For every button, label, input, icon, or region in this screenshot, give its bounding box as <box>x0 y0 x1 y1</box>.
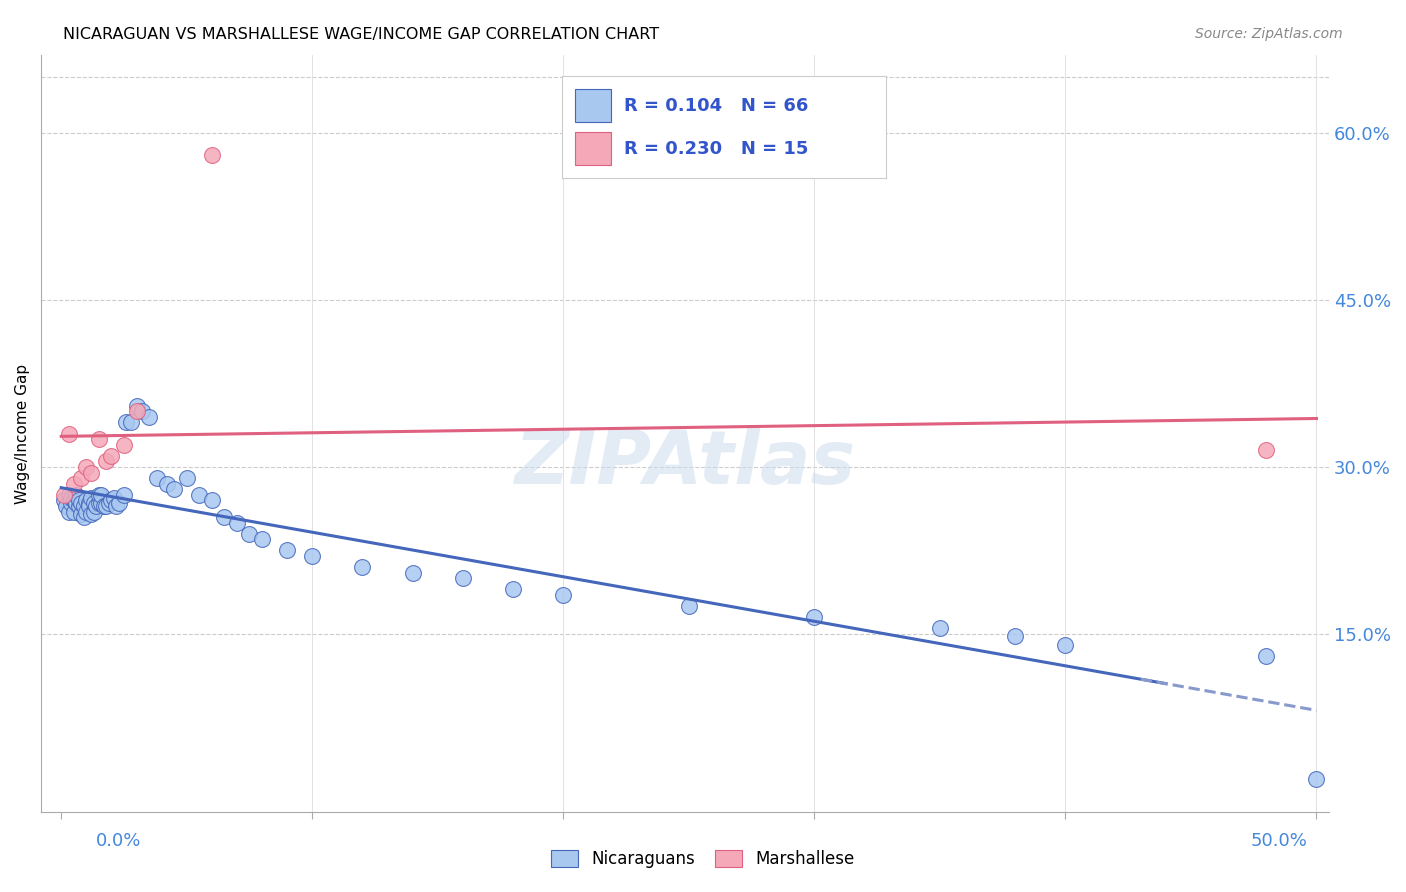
Point <box>121 416 143 430</box>
Point <box>803 610 825 624</box>
Point <box>276 543 298 558</box>
Point <box>70 471 93 485</box>
Point <box>108 495 131 509</box>
Point <box>928 621 950 635</box>
Point <box>100 449 122 463</box>
Point <box>1004 629 1026 643</box>
Point <box>60 491 83 505</box>
Point <box>67 493 90 508</box>
Point <box>87 432 110 446</box>
Point <box>100 493 122 508</box>
Point <box>553 588 575 602</box>
Text: NICARAGUAN VS MARSHALLESE WAGE/INCOME GAP CORRELATION CHART: NICARAGUAN VS MARSHALLESE WAGE/INCOME GA… <box>63 27 659 42</box>
Point <box>60 495 83 509</box>
Point <box>1256 649 1278 664</box>
Point <box>87 495 110 509</box>
Point <box>80 507 103 521</box>
Point <box>83 504 105 518</box>
Point <box>70 507 93 521</box>
Point <box>1256 443 1278 458</box>
Point <box>70 495 93 509</box>
Point <box>80 491 103 505</box>
Point <box>103 491 125 505</box>
Point <box>402 566 425 580</box>
Point <box>112 488 135 502</box>
Point <box>58 488 80 502</box>
Text: 50.0%: 50.0% <box>1251 831 1308 849</box>
Point <box>301 549 323 563</box>
Point <box>131 404 153 418</box>
Point <box>65 495 87 509</box>
Point <box>451 571 474 585</box>
Point <box>163 483 186 497</box>
Point <box>55 499 77 513</box>
Bar <box>575 89 610 122</box>
Point <box>93 499 115 513</box>
Point <box>201 148 224 162</box>
Point <box>62 504 84 518</box>
Point <box>90 495 112 509</box>
Point <box>58 504 80 518</box>
Text: 0.0%: 0.0% <box>96 831 141 849</box>
Point <box>238 526 260 541</box>
Point <box>226 516 249 530</box>
Point <box>214 510 236 524</box>
Point <box>201 493 224 508</box>
Point <box>83 495 105 509</box>
Point <box>73 499 96 513</box>
Text: R = 0.104   N = 66: R = 0.104 N = 66 <box>624 96 808 114</box>
Y-axis label: Wage/Income Gap: Wage/Income Gap <box>15 364 30 504</box>
Point <box>96 499 118 513</box>
Point <box>145 471 167 485</box>
Point <box>502 582 524 597</box>
Bar <box>575 132 610 165</box>
Point <box>52 488 75 502</box>
Point <box>67 499 90 513</box>
Point <box>77 499 100 513</box>
Point <box>80 466 103 480</box>
Point <box>112 438 135 452</box>
Point <box>352 560 374 574</box>
Point <box>156 476 179 491</box>
Point <box>75 460 97 475</box>
Text: ZIPAtlas: ZIPAtlas <box>515 427 856 500</box>
Point <box>77 495 100 509</box>
Point <box>105 499 128 513</box>
Point <box>62 493 84 508</box>
Point <box>176 471 198 485</box>
Text: Source: ZipAtlas.com: Source: ZipAtlas.com <box>1195 27 1343 41</box>
Point <box>73 510 96 524</box>
Point <box>58 426 80 441</box>
Point <box>87 488 110 502</box>
Point <box>125 404 148 418</box>
Point <box>62 476 84 491</box>
Legend: Nicaraguans, Marshallese: Nicaraguans, Marshallese <box>546 843 860 875</box>
Point <box>678 599 700 614</box>
Point <box>86 499 108 513</box>
Point <box>65 488 87 502</box>
Point <box>1305 772 1327 786</box>
Point <box>115 416 138 430</box>
Point <box>75 493 97 508</box>
Text: R = 0.230   N = 15: R = 0.230 N = 15 <box>624 140 808 158</box>
Point <box>52 493 75 508</box>
Point <box>138 409 160 424</box>
Point <box>188 488 211 502</box>
Point <box>90 488 112 502</box>
Point <box>96 454 118 468</box>
Point <box>1054 638 1077 652</box>
Point <box>250 533 273 547</box>
Point <box>97 495 120 509</box>
Point <box>125 399 148 413</box>
Point <box>75 504 97 518</box>
